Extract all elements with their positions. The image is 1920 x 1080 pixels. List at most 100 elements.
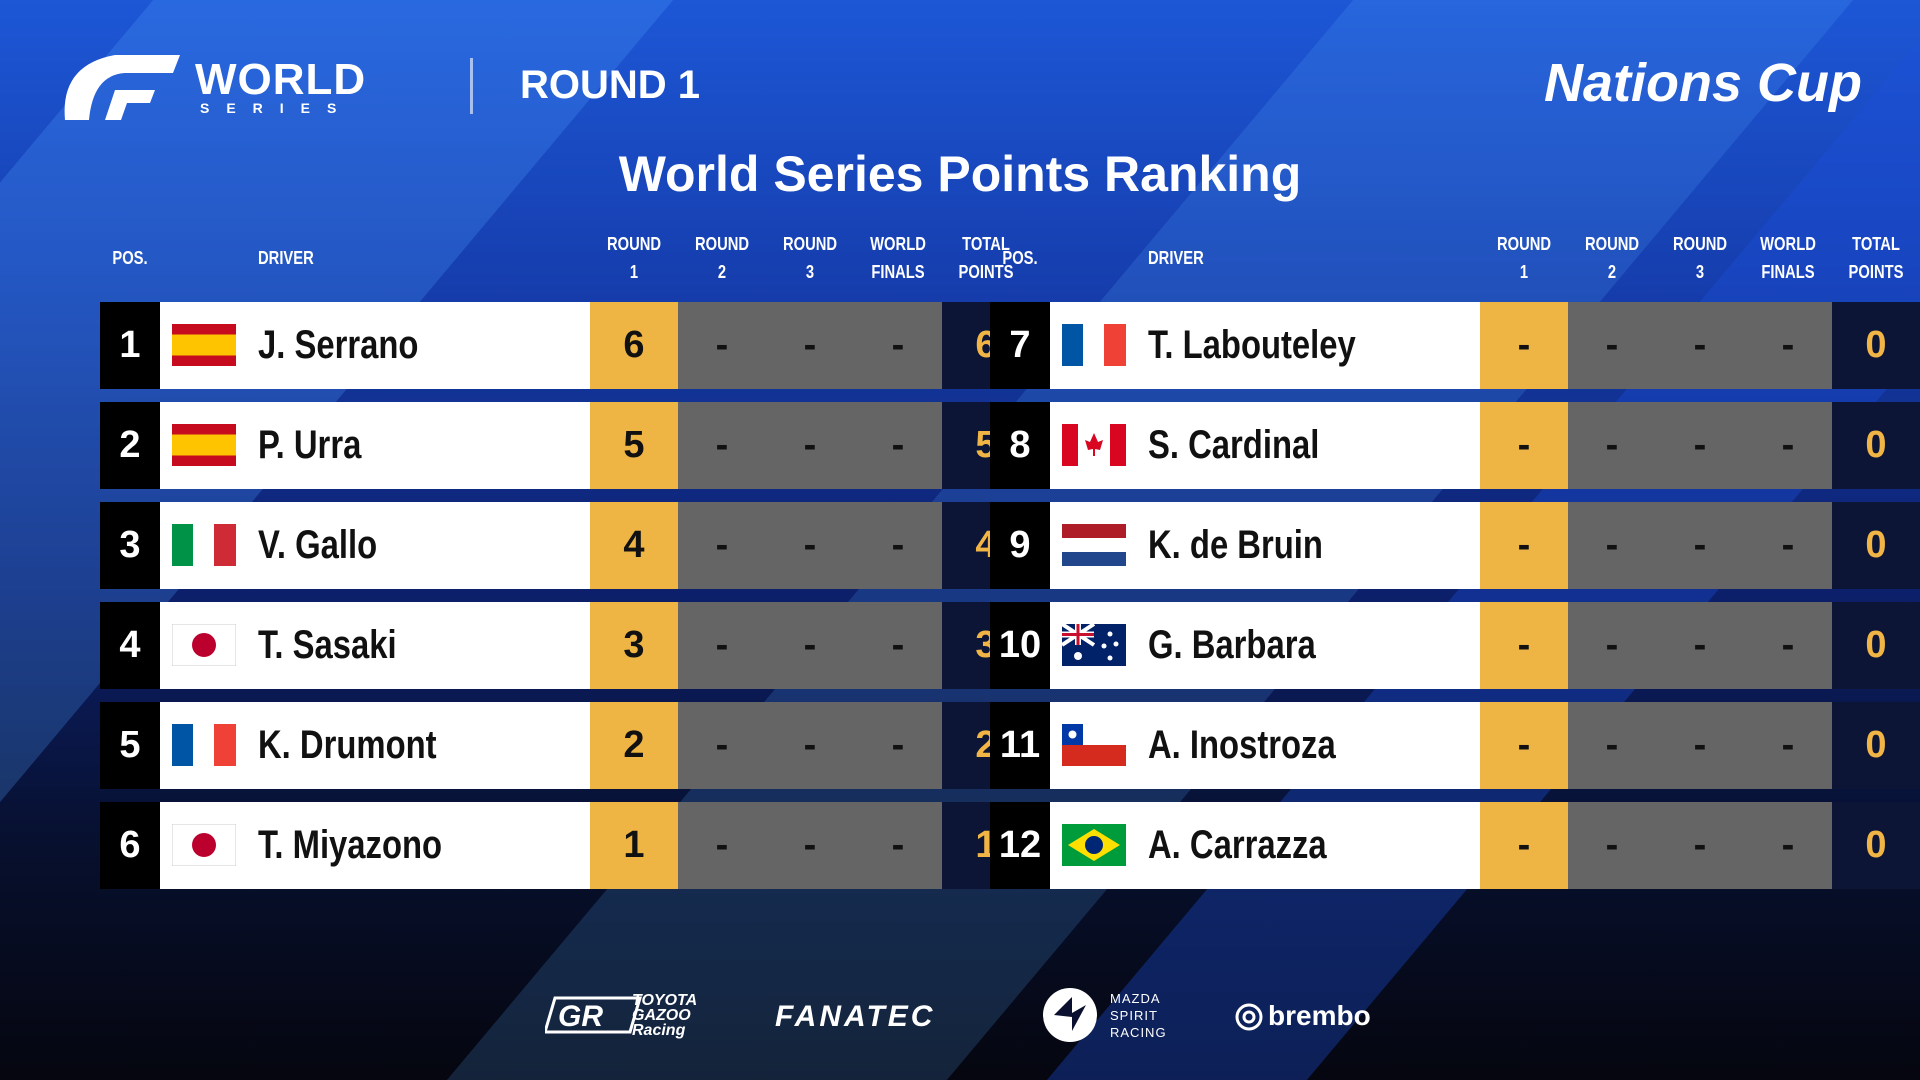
driver-name: T. Labouteley <box>1148 323 1356 367</box>
round-points: - <box>1656 702 1744 789</box>
total-points: 0 <box>1832 502 1920 589</box>
column-header: ROUND 1 <box>598 228 670 288</box>
driver-name: A. Inostroza <box>1148 723 1336 767</box>
driver-cell: T. Sasaki <box>160 602 590 689</box>
round-points: - <box>854 702 942 789</box>
round-points: - <box>1480 402 1568 489</box>
position: 8 <box>990 402 1050 489</box>
driver-cell: G. Barbara <box>1050 602 1480 689</box>
column-header-text: TOTAL POINTS <box>958 234 1014 282</box>
round-points: - <box>854 502 942 589</box>
round-points: 1 <box>590 802 678 889</box>
position: 10 <box>990 602 1050 689</box>
round-points: 5 <box>590 402 678 489</box>
driver-name: T. Miyazono <box>258 823 443 867</box>
round-points: - <box>1568 502 1656 589</box>
round-points: 6 <box>590 302 678 389</box>
sponsor-toyota: TOYOTA GAZOO Racing <box>632 992 697 1039</box>
position: 3 <box>100 502 160 589</box>
column-header: DRIVER <box>1148 228 1312 288</box>
flag <box>172 624 236 666</box>
round-points: - <box>1744 602 1832 689</box>
column-header: DRIVER <box>258 228 422 288</box>
position: 1 <box>100 302 160 389</box>
title: World Series Points Ranking <box>618 146 1302 202</box>
column-header: WORLD FINALS <box>1752 228 1824 288</box>
round-points: - <box>1568 602 1656 689</box>
round-points: - <box>1744 802 1832 889</box>
driver-name: K. Drumont <box>258 723 437 767</box>
driver-name: S. Cardinal <box>1148 423 1320 467</box>
column-header: TOTAL POINTS <box>950 228 1022 288</box>
column-header: ROUND 3 <box>774 228 846 288</box>
row: 2 P. Urra 5- - -5 <box>100 402 1030 489</box>
column-header: POS. <box>995 228 1044 288</box>
round-points: 4 <box>590 502 678 589</box>
row: 3 V. Gallo 4- - -4 <box>100 502 1030 589</box>
round-points: - <box>678 402 766 489</box>
flag <box>1062 424 1126 466</box>
row: 6 T. Miyazono 1- - -1 <box>100 802 1030 889</box>
sponsor-fanatec: FANATEC <box>775 1000 936 1033</box>
column-header-text: ROUND 3 <box>1672 234 1728 282</box>
column-header-text: POS. <box>1002 248 1038 268</box>
round-points: - <box>1656 302 1744 389</box>
row: 4 T. Sasaki 3- - -3 <box>100 602 1030 689</box>
round-points: - <box>678 802 766 889</box>
row: 10 G. Barbara - - - -0 <box>990 602 1920 689</box>
flag <box>1062 724 1126 766</box>
position: 4 <box>100 602 160 689</box>
flag <box>172 324 236 366</box>
round-points: - <box>1656 502 1744 589</box>
row: 9 K. de Bruin - - - -0 <box>990 502 1920 589</box>
logo-subtitle: SERIES <box>200 100 354 116</box>
driver-cell: K. Drumont <box>160 702 590 789</box>
column-header: TOTAL POINTS <box>1840 228 1912 288</box>
flag <box>172 524 236 566</box>
flag <box>1062 524 1126 566</box>
row: 5 K. Drumont 2- - -2 <box>100 702 1030 789</box>
driver-name: J. Serrano <box>258 323 419 367</box>
round-points: - <box>1568 702 1656 789</box>
position: 2 <box>100 402 160 489</box>
total-points: 0 <box>1832 602 1920 689</box>
driver-cell: V. Gallo <box>160 502 590 589</box>
round-points: - <box>678 602 766 689</box>
round-points: - <box>1480 302 1568 389</box>
driver-cell: P. Urra <box>160 402 590 489</box>
column-header: ROUND 2 <box>686 228 758 288</box>
gr-logo-mark <box>545 996 643 1034</box>
event-name: Nations Cup <box>1544 53 1862 113</box>
column-header-text: DRIVER <box>258 248 314 268</box>
round-points: - <box>1656 602 1744 689</box>
column-header-text: ROUND 2 <box>694 234 750 282</box>
column-header-text: TOTAL POINTS <box>1848 234 1904 282</box>
round-points: - <box>854 802 942 889</box>
round-points: - <box>854 602 942 689</box>
row: 1 J. Serrano 6- - -6 <box>100 302 1030 389</box>
sponsor-mazda: MAZDA SPIRIT RACING <box>1110 991 1167 1040</box>
sponsor-brembo: brembo <box>1268 1000 1371 1031</box>
row: 12 A. Carrazza - - - -0 <box>990 802 1920 889</box>
flag <box>1062 824 1126 866</box>
round-points: - <box>766 402 854 489</box>
column-header-text: POS. <box>112 248 148 268</box>
round-points: - <box>1744 302 1832 389</box>
row: 11 A. Inostroza - - - -0 <box>990 702 1920 789</box>
round-points: 2 <box>590 702 678 789</box>
round-points: - <box>1656 802 1744 889</box>
round-points: - <box>766 702 854 789</box>
brembo-logo-mark <box>1235 1003 1263 1031</box>
flag <box>172 824 236 866</box>
round-points: - <box>1568 402 1656 489</box>
round-points: - <box>854 302 942 389</box>
column-header: WORLD FINALS <box>862 228 934 288</box>
driver-cell: A. Carrazza <box>1050 802 1480 889</box>
round-label: ROUND 1 <box>520 63 701 107</box>
driver-cell: A. Inostroza <box>1050 702 1480 789</box>
round-points: - <box>1656 402 1744 489</box>
column-header-text: ROUND 1 <box>606 234 662 282</box>
driver-name: A. Carrazza <box>1148 823 1327 867</box>
divider <box>470 58 473 114</box>
column-header-text: ROUND 1 <box>1496 234 1552 282</box>
